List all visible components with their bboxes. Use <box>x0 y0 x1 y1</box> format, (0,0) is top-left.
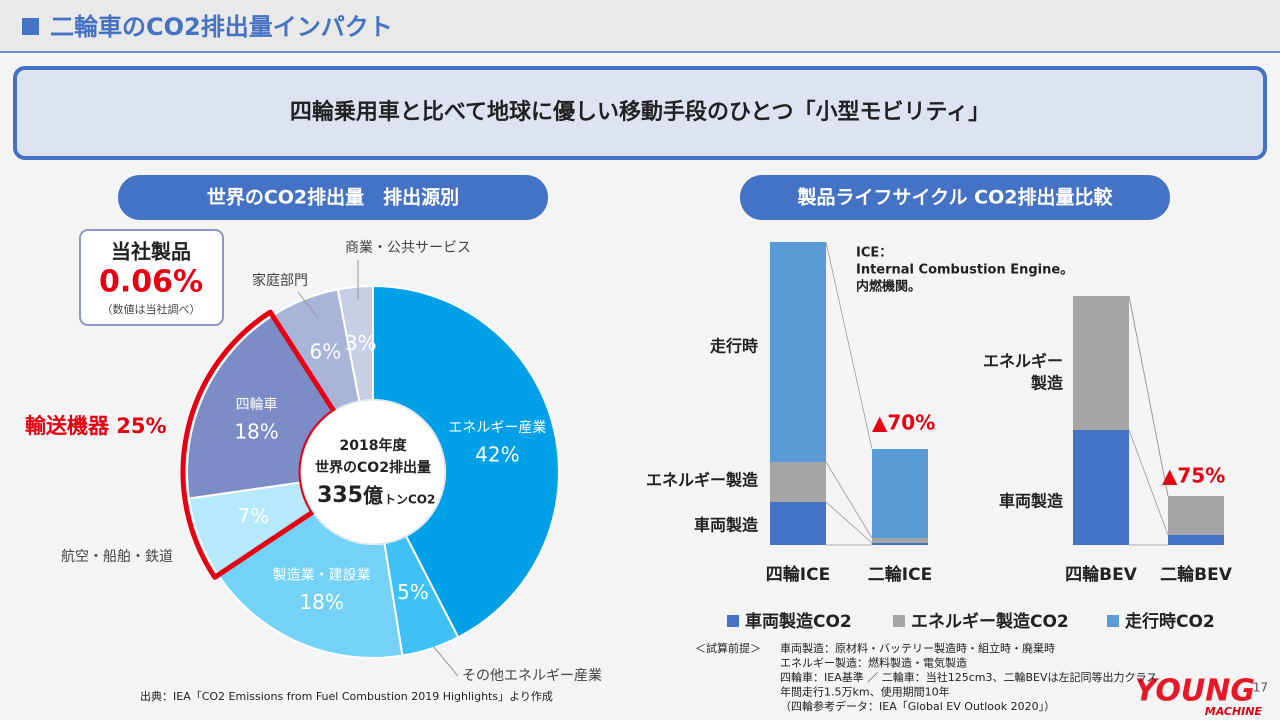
segment-value: 5% <box>397 580 429 604</box>
banner-box <box>13 66 1267 160</box>
section-title: 製品ライフサイクル CO2排出量比較 <box>797 186 1114 209</box>
logo-main: YOUNG <box>1135 674 1255 709</box>
x-tick-label: 二輪ICE <box>868 564 932 585</box>
footnote-line: （四輪参考データ：IEA「Global EV Outlook 2020」） <box>780 699 1055 713</box>
section-pill <box>118 175 548 220</box>
ice-note: ICE： <box>856 246 892 261</box>
logo-sub: MACHINE <box>1205 705 1263 718</box>
segment-value: 7% <box>238 504 270 528</box>
bar-segment <box>872 449 928 538</box>
connector-line <box>825 461 873 539</box>
segment-value: 6% <box>310 340 342 364</box>
segment-name: 航空・船舶・鉄道 <box>61 549 173 565</box>
section-title: 世界のCO2排出量 排出源別 <box>207 186 459 209</box>
callout-note: （数値は当社調べ） <box>102 302 201 316</box>
legend-swatch <box>893 615 905 627</box>
segment-name: エネルギー産業 <box>448 420 546 436</box>
footnote-line: 年間走行1.5万km、使用期間10年 <box>780 685 950 699</box>
x-tick-label: 二輪BEV <box>1160 564 1233 585</box>
header-title: 二輪車のCO2排出量インパクト <box>50 13 393 41</box>
segment-value: 18% <box>299 590 343 614</box>
source-note: 出典：IEA「CO2 Emissions from Fuel Combustio… <box>140 689 553 703</box>
legend-swatch <box>727 615 739 627</box>
footnote-line: 四輪車：IEA基準 ／ 二輪車：当社125cm3、二輪BEVは左記同等出力クラス <box>780 670 1157 684</box>
x-tick-label: 四輪ICE <box>766 564 830 585</box>
segment-name: 家庭部門 <box>252 272 308 289</box>
header-bullet <box>22 18 39 35</box>
footnote-title: ＜試算前提＞ <box>695 641 761 655</box>
connector-line <box>1128 295 1169 497</box>
ice-note: Internal Combustion Engine。 <box>856 263 1073 278</box>
ice-note: 内燃機関。 <box>856 279 921 295</box>
legend-label: 走行時CO2 <box>1125 611 1215 632</box>
x-tick-label: 四輪BEV <box>1065 564 1138 585</box>
legend-label: 車両製造CO2 <box>745 611 852 632</box>
footnote-line: 車両製造：原材料・バッテリー製造時・組立時・廃棄時 <box>780 641 1055 655</box>
callout-value: 0.06% <box>99 265 203 300</box>
segment-value: 18% <box>234 419 278 443</box>
center-label: 世界のCO2排出量 <box>315 459 431 476</box>
section-pill <box>740 175 1170 220</box>
bar-segment <box>1073 430 1129 545</box>
bar-segment <box>770 242 826 462</box>
segment-side-label: 車両製造 <box>694 516 759 535</box>
callout-box <box>79 229 224 326</box>
connector-line <box>825 241 873 450</box>
segment-side-label: エネルギー製造 <box>646 471 759 490</box>
bar-segment <box>770 502 826 545</box>
page-number: 17 <box>1253 681 1268 695</box>
group-label: 輸送機器 25% <box>25 414 167 438</box>
center-amount: 335 <box>317 483 363 508</box>
leader-line <box>432 645 459 677</box>
center-year: 2018年度 <box>340 437 408 454</box>
connector-line <box>1128 429 1169 536</box>
callout-title: 当社製品 <box>111 240 191 264</box>
segment-value: 3% <box>345 331 377 355</box>
legend-swatch <box>1107 615 1119 627</box>
segment-name: 四輪車 <box>236 396 278 413</box>
banner-text: 四輪乗用車と比べて地球に優しい移動手段のひとつ「小型モビリティ」 <box>290 99 990 125</box>
bar-segment <box>1168 535 1224 545</box>
segment-side-label: 走行時 <box>709 337 758 356</box>
reduction-label: ▲75% <box>1162 464 1225 488</box>
reduction-label: ▲70% <box>872 411 935 435</box>
leader-line <box>297 291 319 319</box>
footnote-line: エネルギー製造：燃料製造・電気製造 <box>780 656 967 670</box>
bar-segment <box>770 462 826 502</box>
center-circle <box>300 399 446 545</box>
segment-side-label: 車両製造 <box>999 492 1064 511</box>
bar-segment <box>872 538 928 543</box>
header-band <box>0 0 1280 52</box>
segment-side-label: 製造 <box>1030 374 1064 393</box>
bar-segment <box>1168 496 1224 535</box>
bar-segment <box>1073 296 1129 430</box>
legend-label: エネルギー製造CO2 <box>911 611 1069 632</box>
segment-name: 製造業・建設業 <box>273 567 371 583</box>
bar-segment <box>872 543 928 545</box>
center-unit: 億 <box>363 484 383 508</box>
segment-name: 商業・公共サービス <box>345 240 471 256</box>
segment-name: その他エネルギー産業 <box>462 668 602 684</box>
connector-line <box>825 501 873 544</box>
segment-value: 42% <box>475 442 519 466</box>
segment-side-label: エネルギー <box>983 352 1063 371</box>
center-unit: トンCO2 <box>384 493 435 507</box>
